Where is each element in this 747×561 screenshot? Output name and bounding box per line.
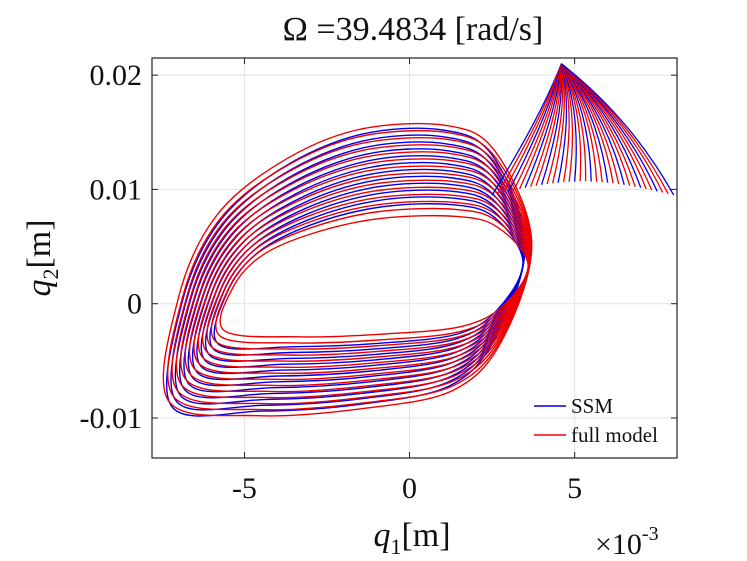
trajectory-orbit xyxy=(215,207,530,344)
legend: SSM full model xyxy=(534,394,658,447)
cone-bundle xyxy=(491,63,675,196)
y-tick-label: 0 xyxy=(127,288,142,321)
trajectory-orbit xyxy=(180,151,532,393)
x-axis-label-var: q xyxy=(373,517,390,554)
trajectory-orbit xyxy=(174,141,526,405)
axes-frame xyxy=(151,57,678,459)
trajectory-orbit xyxy=(193,172,531,375)
trajectory-orbit xyxy=(170,134,526,411)
y-axis-label-unit: [m] xyxy=(21,219,58,268)
trajectory-orbit xyxy=(202,186,530,362)
cone-strand xyxy=(529,63,563,187)
chart-title-prefix: Ω = xyxy=(283,11,336,48)
tick-labels: -5 0 5 -0.01 0 0.01 0.02 xyxy=(80,59,583,505)
trajectory-orbit xyxy=(165,127,526,417)
trajectory-orbit xyxy=(206,193,530,356)
chart-title: Ω =39.4834 [rad/s] xyxy=(283,11,544,48)
y-axis-label: q2[m] xyxy=(21,219,63,296)
cone-strand xyxy=(560,63,675,196)
y-tick-label: -0.01 xyxy=(80,402,143,435)
trajectory-orbit xyxy=(183,154,526,393)
cone-strand xyxy=(540,63,563,185)
cone-strand xyxy=(551,63,565,184)
y-tick-label: 0.01 xyxy=(90,173,143,206)
trajectory-orbit xyxy=(162,122,533,417)
series-layer xyxy=(162,63,675,417)
x-axis-label: q1[m] xyxy=(373,517,450,559)
trajectory-orbit xyxy=(167,129,533,411)
trajectory-orbit xyxy=(188,165,531,381)
y-axis-label-sub: 2 xyxy=(38,269,63,280)
trajectory-orbit xyxy=(184,158,532,387)
x-tick-label: 0 xyxy=(402,472,417,505)
trajectory-orbit xyxy=(171,137,532,405)
x-axis-label-sub: 1 xyxy=(390,534,401,559)
y-axis-label-var: q xyxy=(21,280,58,297)
y-tick-label: 0.02 xyxy=(90,59,143,92)
x-tick-label: 5 xyxy=(567,472,582,505)
x-multiplier-base: ×10 xyxy=(595,528,642,561)
x-multiplier-exp: -3 xyxy=(642,523,659,545)
trajectory-orbit xyxy=(210,200,530,350)
trajectory-orbit xyxy=(197,179,531,369)
tick-marks xyxy=(152,58,677,458)
trajectory-orbit xyxy=(219,214,529,338)
chart-title-value: 39.4834 [rad/s] xyxy=(336,11,544,48)
legend-label-full-model: full model xyxy=(571,423,658,447)
grid-lines xyxy=(152,58,677,458)
trajectory-orbit xyxy=(178,148,526,399)
series-full-model xyxy=(162,122,533,417)
x-axis-label-unit: [m] xyxy=(401,517,450,554)
trajectory-orbit xyxy=(175,144,532,399)
legend-label-ssm: SSM xyxy=(571,394,613,418)
x-tick-label: -5 xyxy=(232,472,257,505)
x-axis-multiplier: ×10-3 xyxy=(595,523,659,561)
